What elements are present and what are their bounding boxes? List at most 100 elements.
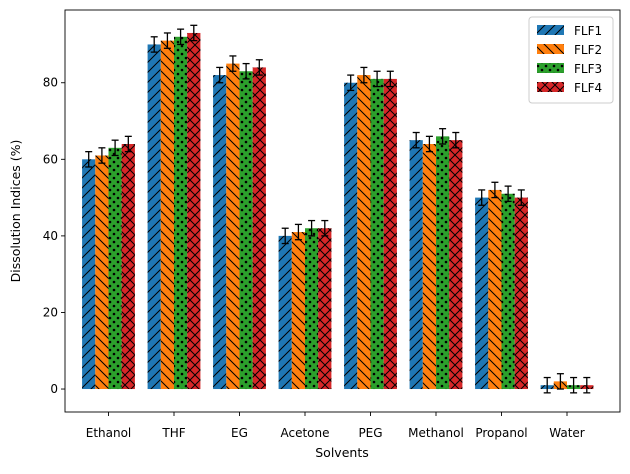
legend-swatch-hatch bbox=[537, 25, 564, 35]
bar-flf2-methanol bbox=[422, 144, 436, 390]
error-bar bbox=[308, 219, 316, 237]
plot-border bbox=[64, 9, 621, 413]
bar-hatch bbox=[514, 197, 528, 390]
bar-hatch bbox=[409, 140, 423, 390]
legend-label: FLF4 bbox=[574, 81, 602, 95]
error-bar bbox=[98, 147, 106, 164]
legend-swatch-hatch bbox=[537, 44, 564, 54]
bar-hatch bbox=[475, 197, 489, 390]
bar-hatch bbox=[449, 140, 463, 390]
bar-flf1-acetone bbox=[278, 235, 292, 390]
bar-flf4-methanol bbox=[449, 140, 463, 390]
bar-hatch bbox=[108, 147, 122, 390]
legend-item-flf4: FLF4 bbox=[537, 81, 602, 95]
bar-flf4-thf bbox=[187, 32, 201, 390]
bar-hatch bbox=[239, 71, 253, 390]
error-bar bbox=[478, 189, 486, 206]
error-bar bbox=[242, 62, 250, 80]
bar-flf4-propanol bbox=[514, 197, 528, 390]
error-bar bbox=[163, 32, 171, 49]
bar-hatch bbox=[422, 144, 436, 390]
legend-swatch-hatch bbox=[537, 63, 564, 73]
bar-hatch bbox=[174, 36, 188, 390]
bar-hatch bbox=[82, 159, 96, 390]
bar-hatch bbox=[488, 189, 502, 390]
bar-hatch bbox=[370, 78, 384, 390]
error-bar bbox=[229, 55, 237, 72]
error-bar bbox=[216, 66, 224, 84]
y-tick-label: 20 bbox=[43, 305, 58, 319]
error-bars-layer bbox=[85, 24, 591, 394]
bar-flf4-peg bbox=[383, 78, 397, 390]
error-bar bbox=[124, 135, 132, 153]
y-tick-label: 80 bbox=[43, 76, 58, 90]
bars-layer bbox=[82, 32, 594, 390]
bar-flf3-ethanol bbox=[108, 147, 122, 390]
error-bar bbox=[190, 24, 198, 42]
bar-flf4-acetone bbox=[318, 228, 332, 390]
error-bar bbox=[425, 135, 433, 153]
error-bar bbox=[556, 373, 564, 390]
bar-flf2-thf bbox=[160, 40, 174, 390]
error-bar bbox=[504, 185, 512, 203]
error-bar bbox=[111, 139, 119, 157]
bar-flf2-propanol bbox=[488, 189, 502, 390]
bar-flf2-eg bbox=[226, 63, 240, 390]
bar-hatch bbox=[291, 232, 305, 390]
error-bar bbox=[150, 36, 158, 53]
y-tick-label: 60 bbox=[43, 152, 58, 166]
error-bar bbox=[412, 131, 420, 149]
legend-swatch-hatch bbox=[537, 82, 564, 92]
x-tick-label: THF bbox=[161, 426, 185, 440]
bar-hatch bbox=[187, 32, 201, 390]
bar-hatch bbox=[252, 67, 266, 390]
bar-flf3-eg bbox=[239, 71, 253, 390]
bar-hatch bbox=[501, 193, 515, 390]
bar-hatch bbox=[226, 63, 240, 390]
error-bar bbox=[321, 219, 329, 237]
error-bar bbox=[452, 131, 460, 149]
error-bar bbox=[491, 181, 499, 199]
bar-flf1-eg bbox=[213, 75, 227, 390]
bar-hatch bbox=[147, 44, 161, 390]
bar-flf3-methanol bbox=[436, 136, 450, 390]
x-tick-label: Water bbox=[549, 426, 585, 440]
bar-hatch bbox=[121, 144, 135, 390]
bar-flf4-eg bbox=[252, 67, 266, 390]
legend: FLF1 FLF2 FLF3 FLF4 bbox=[528, 16, 614, 104]
bar-flf2-ethanol bbox=[95, 155, 109, 390]
bar-flf3-propanol bbox=[501, 193, 515, 390]
legend-item-flf2: FLF2 bbox=[537, 43, 602, 57]
error-bar bbox=[85, 151, 93, 168]
y-tick-label: 40 bbox=[43, 229, 58, 243]
bar-flf1-thf bbox=[147, 44, 161, 390]
x-tick-label: Propanol bbox=[475, 426, 527, 440]
error-bar bbox=[281, 227, 289, 245]
bar-flf3-thf bbox=[174, 36, 188, 390]
error-bar bbox=[386, 70, 394, 88]
error-bar bbox=[177, 28, 185, 46]
error-bar bbox=[347, 74, 355, 92]
error-bar bbox=[439, 128, 447, 145]
bar-hatch bbox=[318, 228, 332, 390]
bar-flf1-peg bbox=[344, 82, 358, 390]
error-bar bbox=[517, 189, 525, 206]
bar-flf1-ethanol bbox=[82, 159, 96, 390]
bar-flf3-acetone bbox=[305, 228, 319, 390]
bar-flf2-peg bbox=[357, 75, 371, 390]
error-bar bbox=[583, 376, 591, 394]
error-bar bbox=[294, 223, 302, 241]
error-bar bbox=[373, 70, 381, 88]
x-tick-label: EG bbox=[231, 426, 248, 440]
bar-flf1-methanol bbox=[409, 140, 423, 390]
bar-flf1-propanol bbox=[475, 197, 489, 390]
x-tick-label: Acetone bbox=[280, 426, 329, 440]
error-bar bbox=[360, 66, 368, 84]
legend-item-flf3: FLF3 bbox=[537, 62, 602, 76]
bar-hatch bbox=[357, 75, 371, 390]
legend-label: FLF3 bbox=[574, 62, 602, 76]
y-axis-label: Dissolution Indices (%) bbox=[8, 140, 23, 283]
bar-flf3-peg bbox=[370, 78, 384, 390]
